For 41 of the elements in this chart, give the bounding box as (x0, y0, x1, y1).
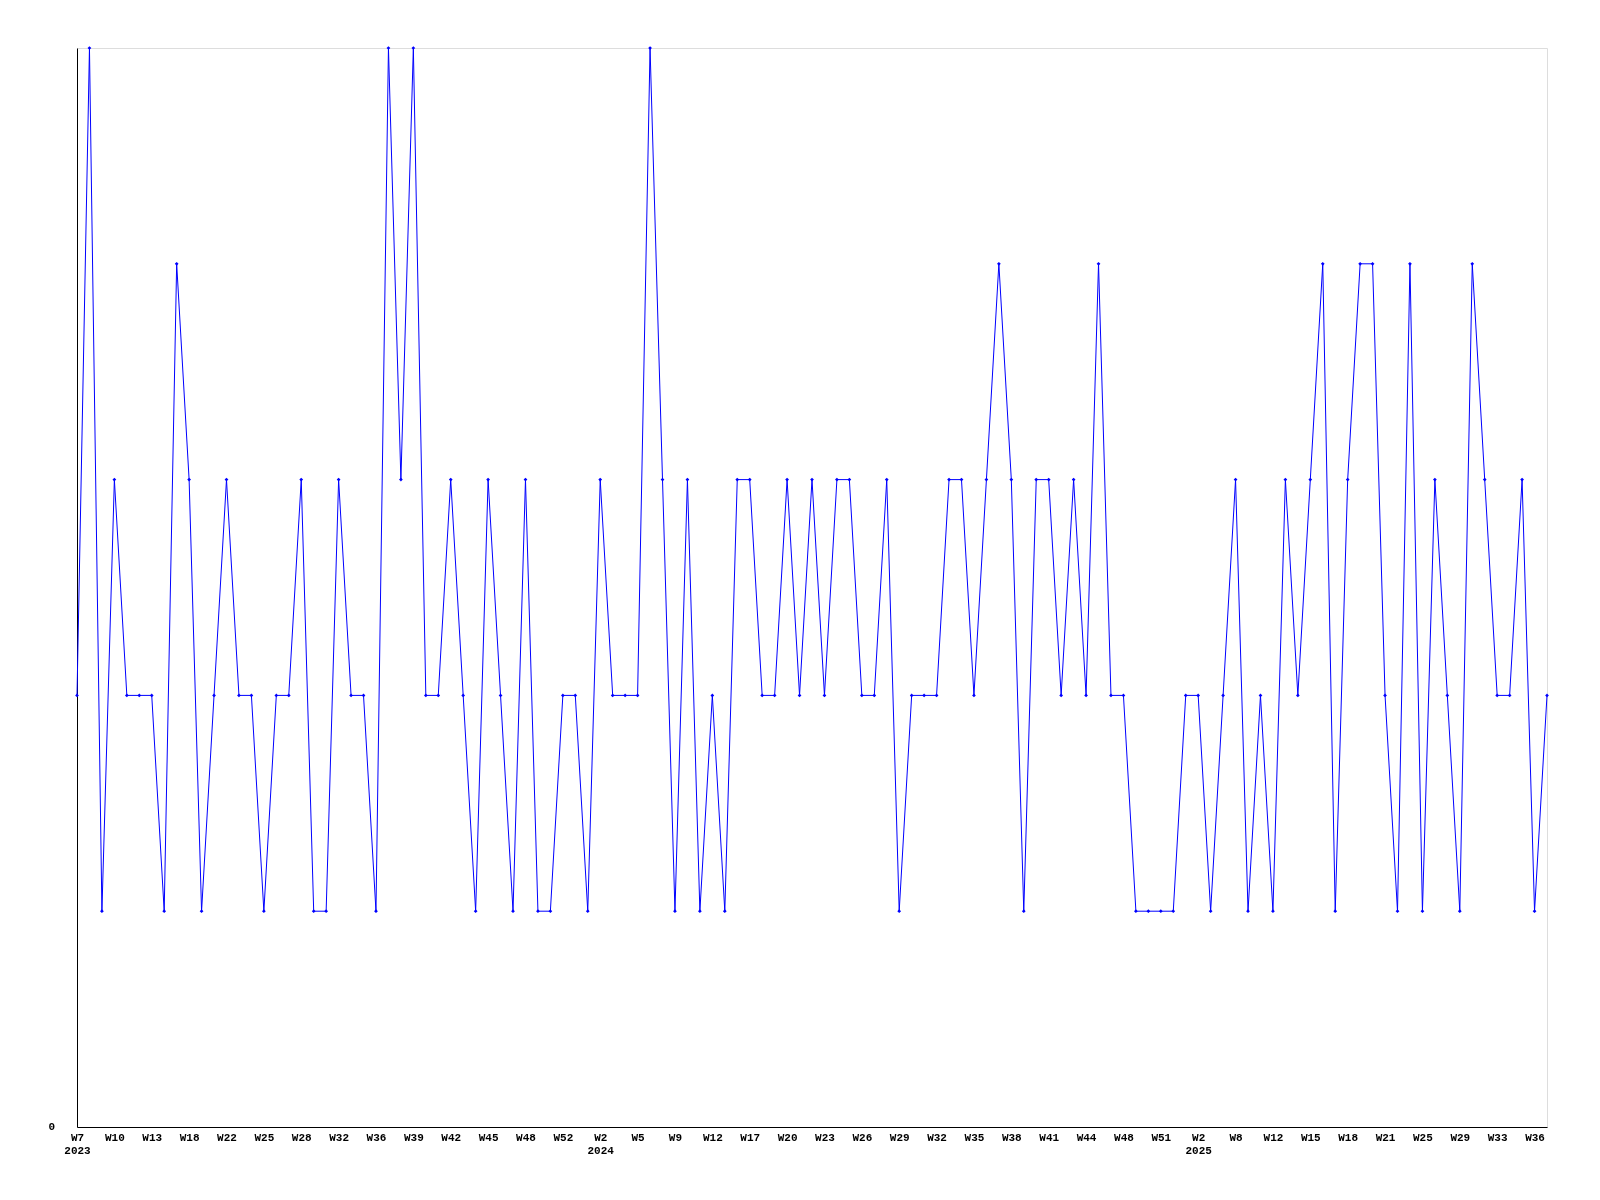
x-tick-label: W29 (889, 1131, 910, 1144)
x-tick-label: W2 2025 (1185, 1131, 1213, 1157)
x-tick-label: W36 (366, 1131, 387, 1144)
x-tick-label: W41 (1039, 1131, 1060, 1144)
x-tick-label: W8 (1229, 1131, 1244, 1144)
text: 0 (48, 1121, 55, 1133)
x-tick-label: W9 (668, 1131, 683, 1144)
x-tick-label: W12 (702, 1131, 723, 1144)
x-tick-label: W17 (740, 1131, 761, 1144)
x-tick-label: W42 (441, 1131, 462, 1144)
x-tick-label: W33 (1487, 1131, 1508, 1144)
x-tick-label: W5 (631, 1131, 646, 1144)
x-tick-label: W52 (553, 1131, 574, 1144)
x-tick-label: W44 (1076, 1131, 1097, 1144)
x-tick-label: W2 2024 (587, 1131, 615, 1157)
x-tick-label: W35 (964, 1131, 985, 1144)
x-tick-label: W21 (1375, 1131, 1396, 1144)
x-tick-label: W18 (1338, 1131, 1359, 1144)
x-tick-label: W48 (516, 1131, 537, 1144)
x-tick-label: W45 (478, 1131, 499, 1144)
x-tick-label: W22 (217, 1131, 237, 1144)
x-tick-label: W25 (1413, 1131, 1434, 1144)
x-tick-label: W15 (1300, 1131, 1322, 1144)
x-tick-label: W38 (1001, 1131, 1023, 1144)
x-tick-label: W29 (1450, 1131, 1471, 1144)
x-tick-label: W32 (927, 1131, 947, 1144)
x-tick-label: W10 (104, 1131, 125, 1144)
x-tick-label: W39 (403, 1131, 424, 1144)
x-tick-label: W32 (329, 1131, 350, 1144)
x-tick-label: W25 (254, 1131, 275, 1144)
x-tick-label: W28 (291, 1131, 313, 1144)
x-tick-label: W18 (179, 1131, 200, 1144)
x-tick-label: W23 (815, 1131, 836, 1144)
x-tick-label: W48 (1114, 1131, 1135, 1144)
x-tick-label: W12 (1263, 1131, 1284, 1144)
x-tick-label: W36 (1525, 1131, 1545, 1144)
x-tick-label: W13 (142, 1131, 163, 1144)
x-tick-label: W20 (777, 1131, 798, 1144)
x-tick-label: W51 (1151, 1131, 1172, 1144)
x-tick-label: W7 2023 (64, 1131, 92, 1157)
x-tick-label: W26 (852, 1131, 873, 1144)
